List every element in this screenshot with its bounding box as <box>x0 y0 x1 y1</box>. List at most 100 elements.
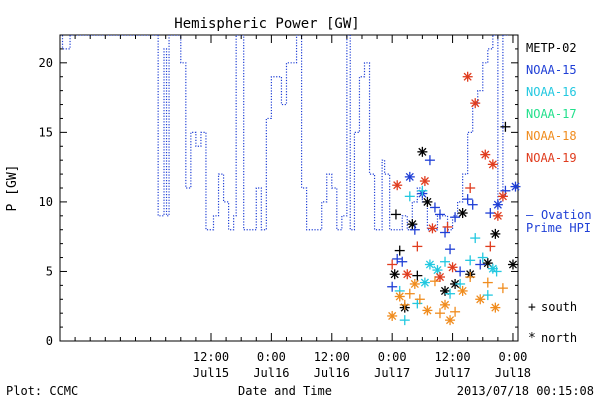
data-point-noaa-16-north <box>424 259 435 270</box>
legend: METP-02 NOAA-15 NOAA-16 NOAA-17 NOAA-18 NOAA-… <box>526 41 577 165</box>
ovation-label-line2: Prime HPI <box>526 221 591 235</box>
data-point-noaa-16-south <box>399 315 410 326</box>
south-marker-label: south <box>541 300 577 314</box>
data-point-noaa-16-south <box>404 191 415 202</box>
x-axis: 12:00 Jul15 0:00 Jul16 12:00 Jul16 0:00 Jul17 12… <box>59 35 531 380</box>
data-point-noaa-15-north <box>404 171 415 182</box>
x-tick-date-label: Jul15 <box>193 366 229 380</box>
y-tick-label: 15 <box>39 125 53 139</box>
data-point-noaa-16-south <box>417 185 428 196</box>
legend-entry-metp-02: METP-02 <box>526 41 577 55</box>
data-point-metp-02-south <box>394 245 405 256</box>
north-marker-glyph: * <box>528 331 536 346</box>
data-point-noaa-16-south <box>440 256 451 267</box>
legend-entry-noaa-16: NOAA-16 <box>526 85 577 99</box>
data-point-noaa-18-south <box>450 306 461 317</box>
data-point-noaa-19-north <box>497 191 508 202</box>
data-point-metp-02-north <box>490 228 501 239</box>
x-axis-label: Date and Time <box>238 384 332 398</box>
data-point-noaa-19-north <box>392 180 403 191</box>
x-tick-date-label: Jul17 <box>435 366 471 380</box>
data-point-noaa-15-south <box>387 281 398 292</box>
data-point-noaa-15-south <box>429 202 440 213</box>
data-point-noaa-18-north <box>387 310 398 321</box>
data-point-noaa-15-south <box>409 224 420 235</box>
legend-entry-noaa-17: NOAA-17 <box>526 107 577 121</box>
ovation-series <box>60 35 508 231</box>
data-point-noaa-19-south <box>485 241 496 252</box>
data-point-metp-02-north <box>507 259 518 270</box>
x-tick-time-label: 12:00 <box>193 350 229 364</box>
data-point-noaa-19-south <box>465 183 476 193</box>
data-point-noaa-16-north <box>419 277 430 288</box>
data-point-noaa-15-south <box>475 259 486 270</box>
data-point-noaa-15-south <box>440 227 451 238</box>
data-point-noaa-18-north <box>440 299 451 310</box>
data-point-noaa-15-south <box>462 194 473 205</box>
data-point-noaa-15-north <box>492 199 503 210</box>
ovation-label-line1: Ovation <box>541 208 592 222</box>
y-tick-label: 20 <box>39 56 53 70</box>
data-point-noaa-18-south <box>434 308 445 319</box>
data-point-noaa-18-north <box>445 315 456 326</box>
y-tick-label: 0 <box>46 334 53 348</box>
data-point-metp-02-north <box>457 208 468 219</box>
data-point-noaa-18-north <box>457 285 468 296</box>
plot-frame <box>59 34 519 342</box>
data-point-noaa-19-north <box>434 272 445 283</box>
data-point-noaa-18-south <box>399 299 410 310</box>
ovation-line <box>60 35 508 231</box>
y-axis: 0 5 10 15 20 <box>39 34 518 348</box>
north-marker-label: north <box>541 331 577 345</box>
x-tick-time-label: 12:00 <box>314 350 350 364</box>
data-point-metp-02-north <box>407 219 418 230</box>
y-axis-label: P [GW] <box>5 165 20 212</box>
legend-entry-noaa-15: NOAA-15 <box>526 63 577 77</box>
data-point-noaa-18-north <box>422 305 433 316</box>
data-point-noaa-16-north <box>432 265 443 276</box>
data-point-noaa-18-north <box>409 278 420 289</box>
plot-timestamp: 2013/07/18 00:15:08 <box>457 384 594 398</box>
data-point-metp-02-south <box>412 270 423 281</box>
data-point-noaa-18-south <box>414 294 425 305</box>
ovation-legend: ‒ Ovation Prime HPI <box>526 208 592 235</box>
x-tick-time-label: 0:00 <box>378 350 407 364</box>
x-tick-date-label: Jul18 <box>495 366 531 380</box>
data-point-noaa-16-south <box>470 233 481 244</box>
legend-entry-noaa-18: NOAA-18 <box>526 129 577 143</box>
data-point-noaa-19-north <box>487 159 498 170</box>
data-point-noaa-18-south <box>404 288 415 299</box>
data-point-noaa-15-south <box>397 256 408 267</box>
y-tick-label: 10 <box>39 195 53 209</box>
data-point-noaa-19-north <box>402 269 413 280</box>
x-tick-date-label: Jul16 <box>314 366 350 380</box>
data-point-noaa-15-south <box>424 155 435 166</box>
data-point-noaa-16-south <box>445 288 456 299</box>
y-tick-label: 5 <box>46 264 53 278</box>
x-tick-time-label: 12:00 <box>435 350 471 364</box>
data-point-noaa-18-south <box>482 277 493 288</box>
x-tick-time-label: 0:00 <box>499 350 528 364</box>
data-point-metp-02-north <box>417 146 428 157</box>
data-point-noaa-15-south <box>434 209 445 220</box>
data-point-noaa-15-south <box>450 212 461 223</box>
data-point-noaa-19-north <box>447 262 458 273</box>
data-point-noaa-16-south <box>412 298 423 309</box>
data-point-noaa-15-south <box>392 253 403 264</box>
data-point-noaa-19-north <box>470 98 481 109</box>
data-point-noaa-16-south <box>491 266 502 277</box>
x-tick-date-label: Jul16 <box>253 366 289 380</box>
data-point-metp-02-south <box>500 121 511 132</box>
data-point-noaa-19-north <box>480 149 491 160</box>
chart-title: Hemispheric Power [GW] <box>174 16 359 32</box>
plot-source-label: Plot: CCMC <box>6 384 78 398</box>
data-point-noaa-15-south <box>445 244 456 255</box>
data-point-noaa-19-north <box>419 176 430 187</box>
data-point-noaa-18-north <box>475 294 486 305</box>
ovation-dash: ‒ <box>526 208 534 222</box>
data-point-metp-02-south <box>390 209 401 220</box>
data-point-noaa-18-south <box>429 276 440 287</box>
marker-legend: + south * north <box>528 300 577 346</box>
